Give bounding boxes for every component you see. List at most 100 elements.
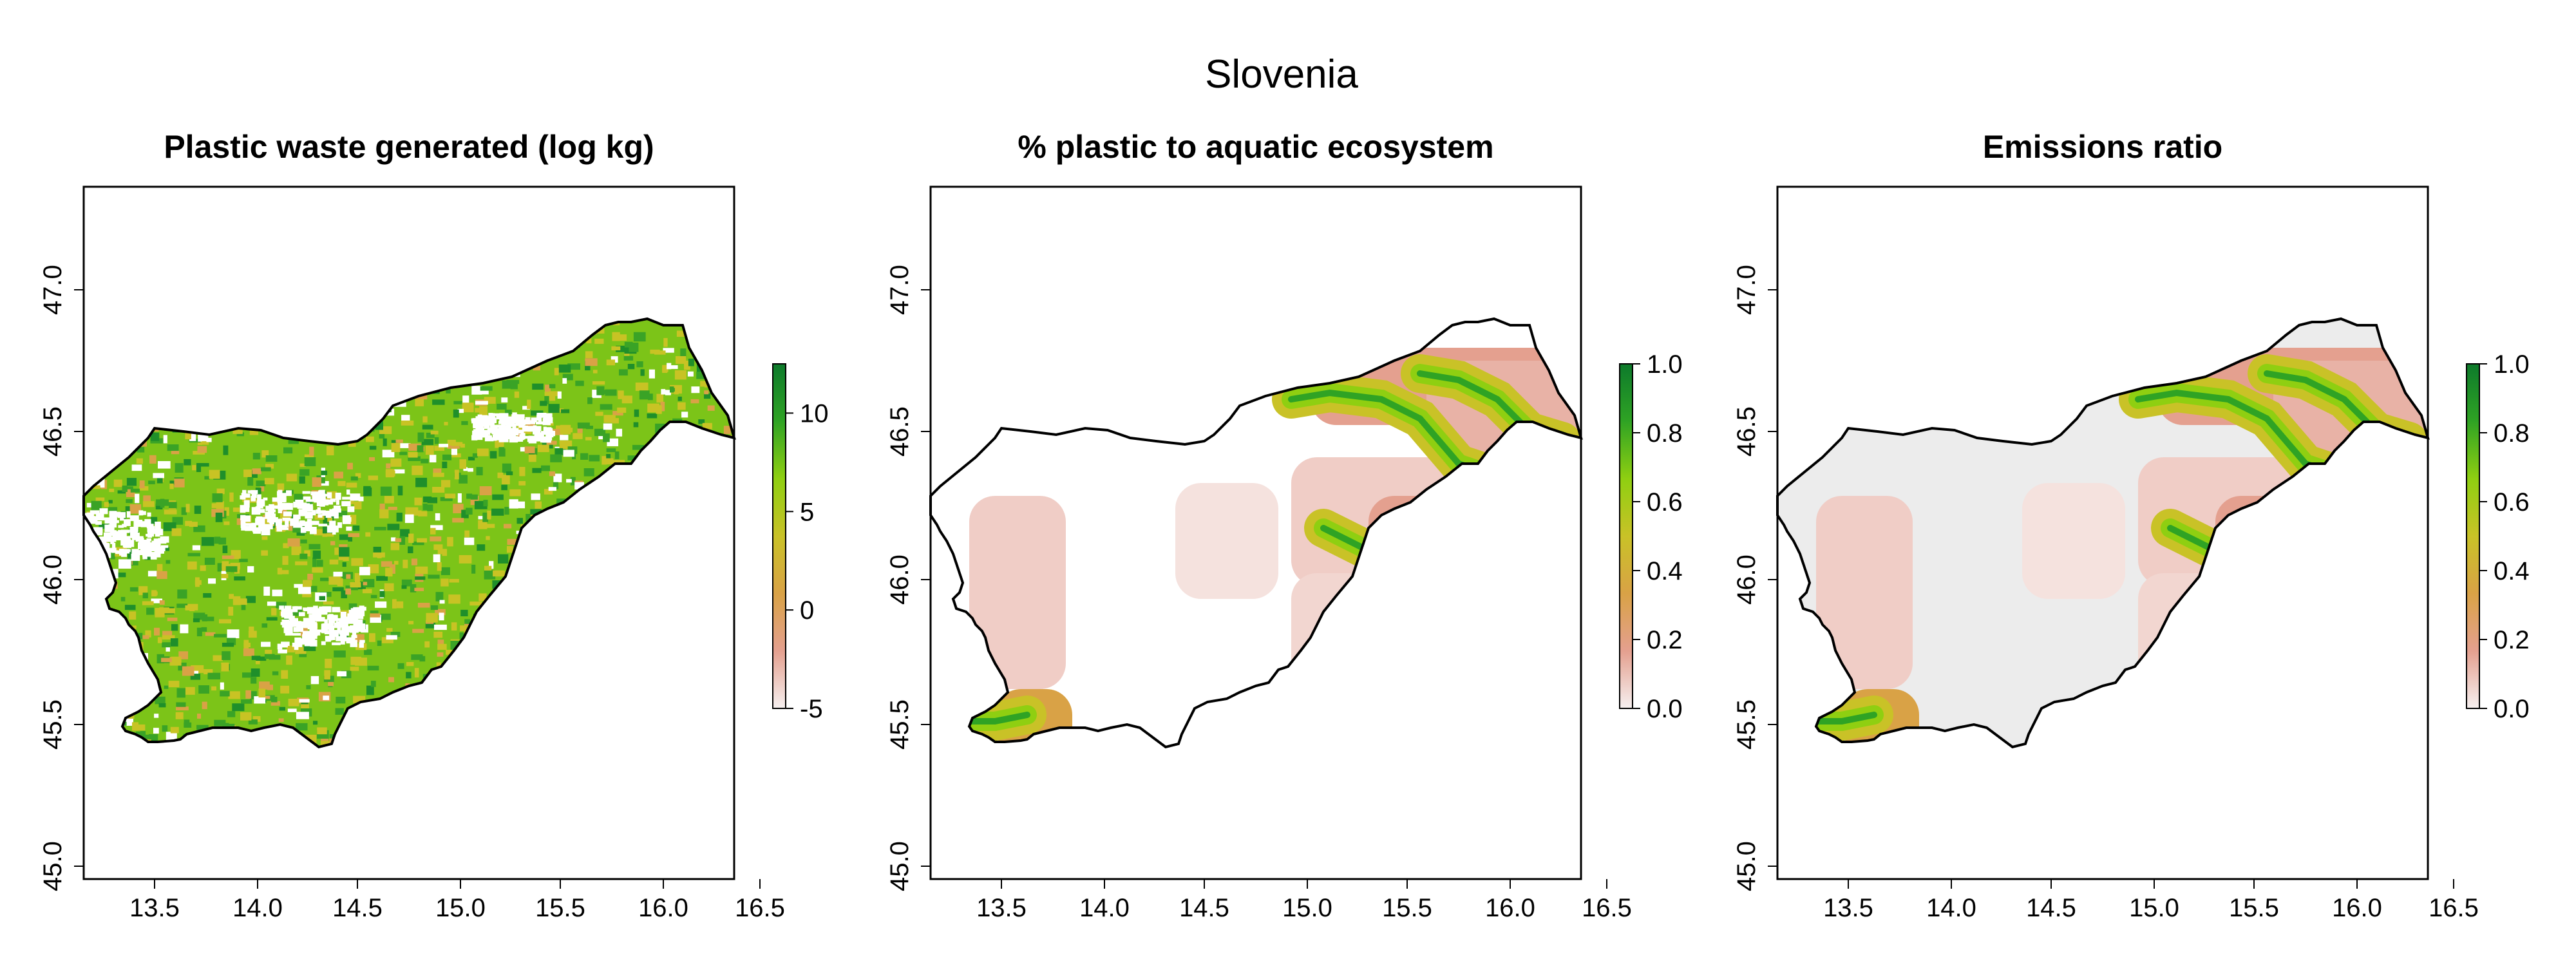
raster-cell <box>534 341 543 349</box>
raster-cell <box>374 527 386 531</box>
raster-cell <box>486 625 491 634</box>
raster-cell <box>717 480 726 485</box>
raster-cell <box>194 506 202 514</box>
x-tick-label: 15.5 <box>535 894 585 922</box>
raster-cell <box>623 355 634 361</box>
raster-cell <box>340 617 350 622</box>
raster-cell <box>120 596 126 601</box>
raster-cell <box>606 625 618 632</box>
raster-cell <box>430 536 442 542</box>
raster-cell <box>209 469 220 479</box>
raster-cell <box>433 554 440 563</box>
raster-cell <box>478 593 487 601</box>
raster-cell <box>491 508 504 516</box>
raster-cell <box>538 588 545 595</box>
raster-cell <box>197 714 202 719</box>
raster-cell <box>157 385 169 392</box>
raster-cell <box>308 365 318 371</box>
raster-cell <box>603 433 610 442</box>
raster-cell <box>381 390 386 395</box>
raster-cell <box>264 393 276 401</box>
raster-cell <box>184 354 189 364</box>
raster-cell <box>173 415 183 422</box>
raster-cell <box>659 681 667 688</box>
raster-cell <box>625 509 637 519</box>
raster-cell <box>573 598 581 603</box>
raster-cell <box>540 589 549 596</box>
raster-cell <box>213 399 218 407</box>
raster-cell <box>319 324 328 332</box>
raster-cell <box>608 504 613 511</box>
raster-cell <box>310 636 316 643</box>
raster-cell <box>692 531 698 538</box>
raster-cell <box>538 611 545 619</box>
raster-cell <box>579 588 584 596</box>
raster-cell <box>305 511 313 519</box>
raster-cell <box>185 432 191 440</box>
raster-cell <box>113 531 120 538</box>
raster-cell <box>477 614 483 619</box>
raster-cell <box>312 397 317 401</box>
raster-cell <box>589 594 599 599</box>
raster-cell <box>95 670 104 678</box>
raster-cell <box>479 486 492 496</box>
raster-cell <box>509 436 518 443</box>
raster-cell <box>287 645 295 653</box>
raster-cell <box>573 602 580 609</box>
raster-cell <box>324 619 328 625</box>
raster-cell <box>665 470 676 475</box>
raster-cell <box>120 516 124 521</box>
raster-cell <box>215 513 223 522</box>
raster-cell <box>654 350 666 355</box>
raster-cell <box>509 489 521 497</box>
raster-cell <box>131 560 138 566</box>
raster-cell <box>554 368 559 375</box>
raster-cell <box>272 589 283 596</box>
raster-cell <box>394 560 399 565</box>
raster-cell <box>214 719 226 726</box>
country-outline <box>82 317 736 749</box>
raster-cell <box>312 550 321 559</box>
raster-cell <box>339 369 348 377</box>
raster-cell <box>320 741 332 746</box>
raster-cell <box>551 516 564 524</box>
raster-cell <box>273 734 281 742</box>
raster-cell <box>453 752 462 761</box>
raster-cell <box>628 623 632 629</box>
raster-cell <box>477 448 489 457</box>
raster-cell <box>658 616 664 623</box>
raster-cell <box>618 649 630 658</box>
raster-cell <box>124 437 132 442</box>
raster-cell <box>687 471 693 481</box>
raster-cell <box>632 444 645 450</box>
raster-cell <box>462 395 469 404</box>
raster-cell <box>304 457 316 466</box>
raster-cell <box>312 567 323 573</box>
raster-cell <box>585 705 595 713</box>
raster-cell <box>697 519 704 529</box>
raster-cell <box>614 469 623 478</box>
raster-cell <box>690 399 699 404</box>
raster-cell <box>143 412 154 421</box>
raster-cell <box>290 753 296 759</box>
raster-cell <box>542 418 551 426</box>
raster-cell <box>375 601 387 608</box>
raster-cell <box>414 668 419 677</box>
raster-cell <box>208 753 215 759</box>
raster-cell <box>337 386 350 391</box>
raster-cell <box>686 584 692 590</box>
raster-cell <box>128 376 137 383</box>
raster-cell <box>661 389 666 395</box>
raster-cell <box>94 705 99 712</box>
raster-cell <box>232 350 243 357</box>
raster-cell <box>529 690 537 699</box>
raster-cell <box>204 742 213 746</box>
raster-cell <box>296 723 308 731</box>
raster-cell <box>84 545 89 552</box>
raster-layer <box>931 319 1581 747</box>
legend-tick-label: 5 <box>800 498 814 526</box>
raster-cell <box>561 580 567 585</box>
raster-cell <box>245 338 251 343</box>
raster-cell <box>699 657 706 666</box>
raster-cell <box>353 621 360 629</box>
